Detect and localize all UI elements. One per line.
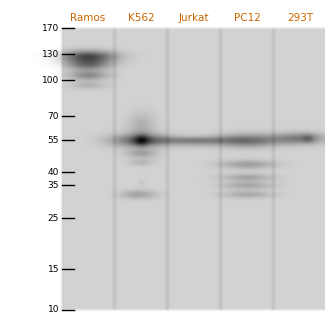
- Text: 25: 25: [48, 213, 59, 223]
- Text: 55: 55: [47, 136, 59, 145]
- Text: 293T: 293T: [287, 13, 313, 23]
- Text: PC12: PC12: [234, 13, 260, 23]
- Text: Ramos: Ramos: [71, 13, 106, 23]
- Text: 70: 70: [47, 111, 59, 120]
- Text: 40: 40: [48, 167, 59, 176]
- Text: 170: 170: [42, 24, 59, 33]
- Text: 10: 10: [47, 306, 59, 315]
- Text: 130: 130: [42, 50, 59, 59]
- Text: K562: K562: [128, 13, 154, 23]
- Text: 15: 15: [47, 264, 59, 273]
- Text: Jurkat: Jurkat: [179, 13, 209, 23]
- Text: 35: 35: [47, 181, 59, 190]
- Text: 100: 100: [42, 75, 59, 84]
